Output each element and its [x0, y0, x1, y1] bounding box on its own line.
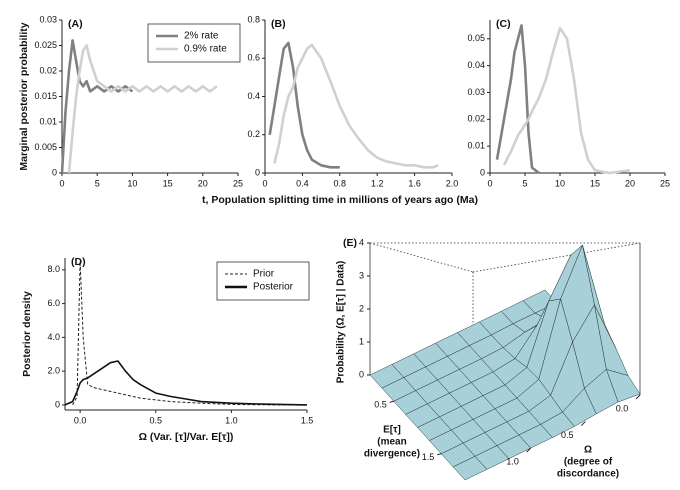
- y-tick-label: 0.01: [467, 141, 485, 151]
- series-line: [60, 39, 134, 174]
- y-axis-label: (mean: [377, 437, 406, 448]
- z-axis-label: Probability (Ω, E[τ] | Data): [336, 261, 347, 384]
- panel-label: (D): [71, 256, 86, 268]
- y-axis-label: divergence): [364, 449, 420, 460]
- x-tick-label: 20: [625, 178, 635, 188]
- y-tick-label: 0: [255, 167, 260, 177]
- x-tick-label: 0.4: [296, 178, 309, 188]
- y-axis-label: Marginal posterior probability: [18, 22, 30, 170]
- y-tick-label: 0.05: [467, 33, 485, 43]
- x-tick-label: 0.5: [149, 415, 162, 425]
- x-tick-label: 0.5: [561, 430, 574, 440]
- y-tick-label: 0.8: [247, 14, 260, 24]
- x-tick-label: 25: [233, 178, 243, 188]
- x-tick-label: 0.0: [74, 415, 87, 425]
- legend-box: [147, 23, 241, 63]
- y-tick-label: 0.03: [39, 14, 57, 24]
- x-tick-label: 1.6: [408, 178, 421, 188]
- y-tick-label: 0.4: [247, 91, 260, 101]
- x-tick-label: 1.0: [506, 457, 519, 467]
- y-tick-label: 0.005: [34, 142, 57, 152]
- surface-cell: [452, 456, 488, 481]
- y-tick-label: 8.0: [47, 264, 60, 274]
- x-axis-label: Ω (Var. [τ]/Var. E[τ]): [139, 431, 234, 443]
- y-tick-label: 1.5: [422, 452, 435, 462]
- series-line: [502, 26, 631, 175]
- x-axis-label: Ω: [584, 445, 592, 456]
- series-line: [495, 24, 540, 175]
- y-tick-label: 0: [55, 399, 60, 409]
- x-tick-label: 0: [59, 178, 64, 188]
- legend-label: 2% rate: [184, 31, 219, 42]
- y-tick-label: 0.5: [374, 400, 387, 410]
- x-tick-label: 0: [487, 178, 492, 188]
- z-tick-label: 1: [359, 336, 364, 346]
- y-tick-label: 0.04: [467, 60, 485, 70]
- y-axis-label: Posterior density: [21, 291, 33, 377]
- x-tick-label: 20: [198, 178, 208, 188]
- x-tick-label: 15: [163, 178, 173, 188]
- z-tick-label: 0: [359, 369, 364, 379]
- series-line: [72, 260, 308, 406]
- x-axis-label: t, Population splitting time in millions…: [202, 194, 478, 206]
- y-tick-label: 6.0: [47, 298, 60, 308]
- x-tick-label: 1.2: [371, 178, 384, 188]
- legend-label: Posterior: [253, 282, 294, 293]
- y-tick: [437, 453, 442, 456]
- z-tick-label: 2: [359, 303, 364, 313]
- y-tick-label: 0.2: [247, 129, 260, 139]
- x-tick-label: 25: [660, 178, 670, 188]
- y-tick-label: 0.02: [467, 114, 485, 124]
- panel-label: (B): [271, 18, 286, 30]
- y-tick-label: 2.0: [47, 366, 60, 376]
- x-tick-label: 0.8: [334, 178, 347, 188]
- x-tick-label: 0: [262, 178, 267, 188]
- x-tick-label: 10: [555, 178, 565, 188]
- surface-mesh: [369, 244, 641, 481]
- y-tick: [389, 400, 394, 403]
- x-tick-label: 10: [127, 178, 137, 188]
- x-tick-label: 15: [590, 178, 600, 188]
- legend-box: [216, 261, 310, 301]
- y-tick-label: 0: [52, 167, 57, 177]
- z-tick-label: 3: [359, 270, 364, 280]
- y-tick-label: 0.6: [247, 53, 260, 63]
- x-axis-label: discordance): [557, 469, 619, 480]
- x-tick-label: 2.0: [446, 178, 459, 188]
- x-tick-label: 5: [522, 178, 527, 188]
- x-tick-label: 1.5: [301, 415, 314, 425]
- panel-label: (E): [343, 237, 357, 249]
- y-axis-label: E[τ]: [383, 425, 401, 436]
- series-line: [273, 43, 439, 169]
- panel-label: (C): [496, 18, 511, 30]
- y-tick-label: 0.01: [39, 116, 57, 126]
- x-tick-label: 5: [95, 178, 100, 188]
- panel-label: (A): [68, 18, 83, 30]
- y-tick-label: 0: [480, 167, 485, 177]
- series-line: [268, 41, 340, 169]
- y-tick-label: 4.0: [47, 332, 60, 342]
- x-axis-label: (degree of: [564, 457, 613, 468]
- x-tick-label: 1.0: [225, 415, 238, 425]
- y-tick-label: 0.03: [467, 87, 485, 97]
- series-line: [67, 44, 218, 174]
- x-tick: [526, 447, 531, 453]
- x-tick-label: 0.0: [616, 403, 629, 413]
- x-tick: [635, 394, 641, 400]
- legend-label: Prior: [253, 269, 275, 280]
- z-tick-label: 4: [359, 237, 364, 247]
- x-tick: [580, 421, 586, 426]
- legend-label: 0.9% rate: [184, 44, 227, 55]
- y-tick-label: 0.015: [34, 91, 57, 101]
- series-line: [64, 360, 308, 406]
- y-tick-label: 0.025: [34, 40, 57, 50]
- y-tick-label: 0.02: [39, 65, 57, 75]
